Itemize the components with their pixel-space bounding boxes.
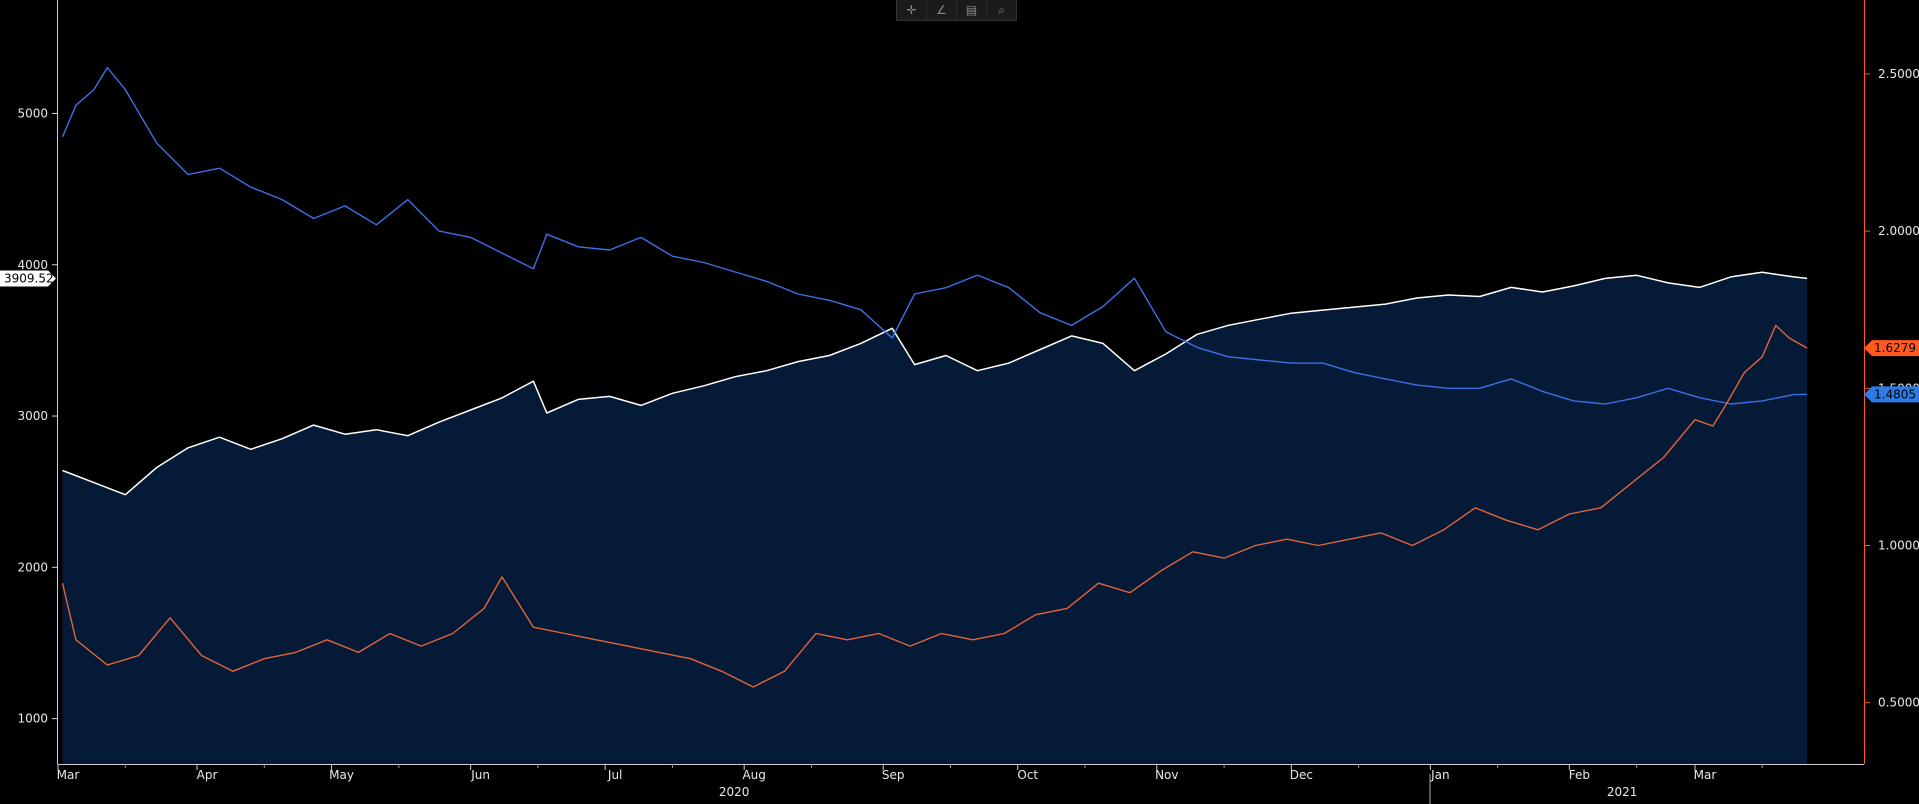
x-tick-label: Jan — [1430, 768, 1450, 782]
x-tick-label: Sep — [882, 768, 905, 782]
x-tick-label: Apr — [197, 768, 218, 782]
left-tick-label: 3000 — [17, 409, 48, 423]
series-white-last-value: 3909.52 — [4, 271, 54, 285]
x-tick-label: Mar — [1694, 768, 1717, 782]
series-white-area — [62, 272, 1808, 764]
left-tick-label: 1000 — [17, 712, 48, 726]
x-tick-label: Nov — [1155, 768, 1178, 782]
left-tick-label: 5000 — [17, 106, 48, 120]
series-white-line — [62, 271, 1808, 496]
series-orange-line — [61, 324, 1808, 688]
draw-line-icon[interactable]: ∠ — [927, 0, 957, 20]
zoom-icon[interactable]: ⌕ — [998, 2, 1005, 17]
x-tick-label: Mar — [57, 768, 80, 782]
x-tick-label: Jun — [470, 768, 490, 782]
chart-last-value-tags: 3909.52 1.4805 1.6279 — [0, 270, 1919, 403]
table-icon[interactable]: ▤ — [957, 0, 987, 20]
x-tick-label: Aug — [742, 768, 765, 782]
series-blue-line — [61, 66, 1808, 405]
right-tick-label: 1.0000 — [1878, 538, 1919, 552]
left-tick-label: 4000 — [17, 258, 48, 272]
right-tick-label: 2.5000 — [1878, 67, 1919, 81]
crosshair-icon[interactable]: ✛ — [897, 0, 927, 20]
x-year-label: 2021 — [1607, 785, 1638, 799]
left-tick-label: 2000 — [17, 560, 48, 574]
x-tick-label: Jul — [607, 768, 622, 782]
right-tick-label: 2.0000 — [1878, 224, 1919, 238]
chart-fill-layer — [62, 272, 1808, 764]
series-orange-last-value: 1.6279 — [1874, 341, 1916, 355]
x-tick-label: Feb — [1569, 768, 1590, 782]
series-white-last-tag — [0, 270, 56, 287]
series-blue-last-tag — [1864, 386, 1919, 403]
chart-axes-layer: 100020003000400050000.50001.00001.50002.… — [17, 0, 1919, 804]
x-tick-label: May — [329, 768, 354, 782]
chart-toolbar: ✛ ∠ ▤ ⌕ — [896, 0, 1017, 21]
series-orange-last-tag — [1864, 340, 1919, 357]
series-blue-last-value: 1.4805 — [1874, 387, 1916, 401]
right-tick-label: 0.5000 — [1878, 696, 1919, 710]
x-tick-label: Dec — [1290, 768, 1313, 782]
chart-series-layer — [61, 66, 1808, 688]
x-year-label: 2020 — [719, 785, 750, 799]
x-tick-label: Oct — [1017, 768, 1038, 782]
